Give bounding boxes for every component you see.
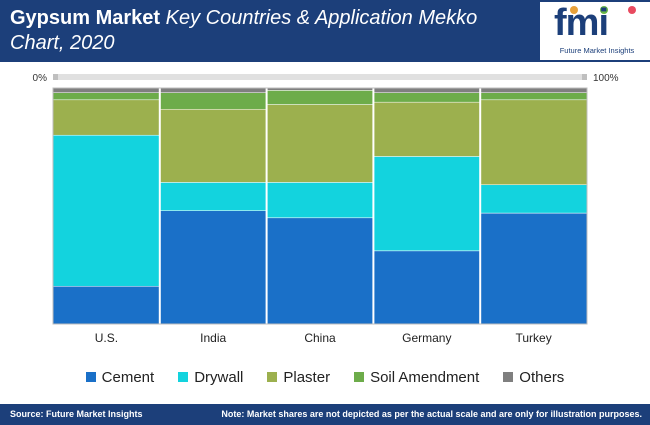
axis-start-label: 0%: [33, 73, 48, 84]
title-italic: Key Countries & Application Mekko Chart,…: [10, 7, 478, 54]
bar-germany-cement: [373, 250, 481, 325]
logo-letters: fmi: [554, 2, 609, 44]
bar-turkey-drywall: [479, 184, 588, 214]
logo-tagline: Future Market Insights: [559, 46, 635, 55]
logo-dot-orange-icon: [570, 6, 578, 14]
x-tick-label: Turkey: [515, 331, 551, 345]
bar-india-cement: [159, 210, 267, 325]
legend-item-soil-amendment: Soil Amendment: [354, 369, 479, 386]
chart-title: Gypsum Market Key Countries & Applicatio…: [10, 6, 480, 56]
bar-china-drywall: [266, 182, 374, 219]
bar-turkey-plaster: [479, 99, 588, 186]
bar-germany-soil-amendment: [373, 92, 481, 103]
bar-india-others: [159, 87, 267, 93]
legend-label: Plaster: [283, 368, 331, 386]
legend-item-plaster: Plaster: [267, 369, 330, 386]
fmi-logo: fmi Future Market Insights: [540, 2, 650, 60]
bar-china-cement: [266, 217, 374, 325]
bar-u-s--cement: [52, 285, 161, 325]
bar-india-plaster: [159, 108, 267, 183]
legend-swatch: [85, 372, 96, 382]
x-tick-label: Germany: [402, 331, 451, 345]
plot-frame: [52, 87, 588, 325]
legend-label: Soil Amendment: [370, 368, 480, 386]
bar-turkey-soil-amendment: [479, 92, 588, 101]
legend: Cement Drywall Plaster Soil Amendment Others: [0, 367, 650, 387]
legend-swatch: [267, 372, 278, 382]
legend-item-others: Others: [503, 369, 564, 386]
bar-turkey-others: [479, 87, 588, 93]
header-banner: Gypsum Market Key Countries & Applicatio…: [0, 0, 650, 62]
bar-germany-plaster: [373, 101, 481, 157]
bar-china-soil-amendment: [266, 90, 374, 105]
logo-dot-green-icon: [600, 6, 608, 14]
logo-dot-red-icon: [628, 6, 636, 14]
legend-item-drywall: Drywall: [178, 369, 243, 386]
x-tick-label: China: [304, 331, 336, 345]
x-tick-label: India: [200, 331, 226, 345]
bar-u-s--drywall: [52, 134, 161, 287]
disclaimer-note: Note: Market shares are not depicted as …: [221, 409, 642, 419]
footer-bar: Source: Future Market Insights Note: Mar…: [0, 404, 650, 425]
source-note: Source: Future Market Insights: [10, 409, 143, 419]
bar-germany-drywall: [373, 156, 481, 252]
bar-china-plaster: [266, 104, 374, 183]
bar-india-soil-amendment: [159, 92, 267, 110]
legend-swatch: [503, 372, 514, 382]
bar-u-s--soil-amendment: [52, 92, 161, 101]
legend-label: Drywall: [194, 368, 244, 386]
bar-u-s--others: [52, 87, 161, 93]
legend-label: Others: [519, 368, 565, 386]
axis-end-label: 100%: [593, 73, 619, 84]
legend-swatch: [354, 372, 365, 382]
title-bold: Gypsum Market: [10, 7, 161, 29]
bar-india-drywall: [159, 182, 267, 211]
bar-germany-others: [373, 87, 481, 93]
axis-start-marker: [53, 74, 58, 80]
legend-label: Cement: [101, 368, 155, 386]
x-tick-label: U.S.: [95, 331, 118, 345]
legend-swatch: [178, 372, 189, 382]
bar-u-s--plaster: [52, 99, 161, 136]
legend-item-cement: Cement: [85, 368, 155, 386]
mekko-chart: 0% 100% U.S. India China Germany Turkey: [33, 73, 619, 345]
axis-end-marker: [582, 74, 587, 80]
bar-turkey-cement: [479, 212, 588, 325]
